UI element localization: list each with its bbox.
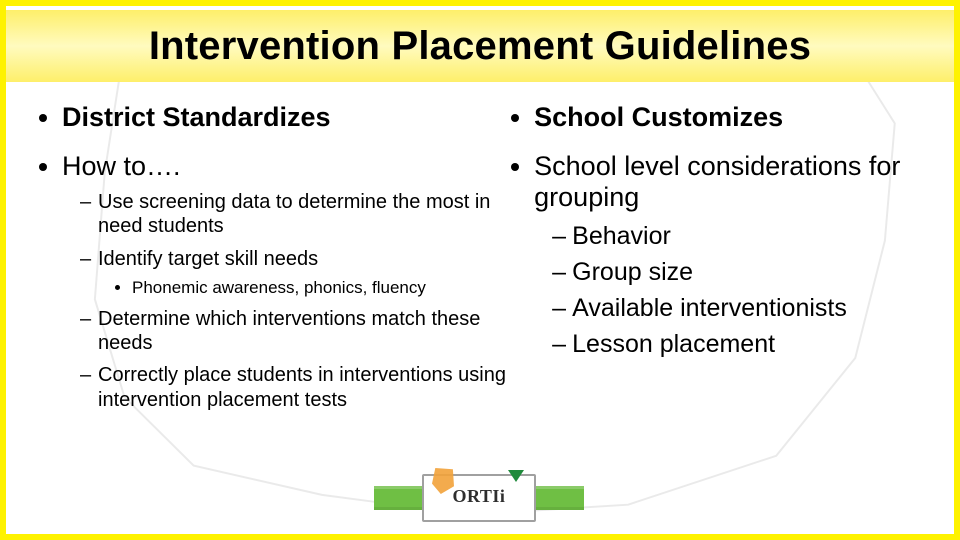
- right-considerations-label: School level considerations for grouping: [534, 151, 900, 212]
- slide-title: Intervention Placement Guidelines: [149, 24, 811, 69]
- left-item-match: Determine which interventions match thes…: [80, 307, 508, 356]
- left-howto: How to…. Use screening data to determine…: [62, 151, 508, 412]
- left-item-place: Correctly place students in intervention…: [80, 363, 508, 412]
- right-item-behavior: Behavior: [552, 221, 944, 251]
- left-item-identify-sub: Phonemic awareness, phonics, fluency: [132, 277, 508, 298]
- left-item-identify: Identify target skill needs Phonemic awa…: [80, 247, 508, 299]
- right-heading: School Customizes: [534, 102, 944, 133]
- left-item-identify-label: Identify target skill needs: [98, 248, 318, 270]
- right-column: School Customizes School level considera…: [508, 102, 944, 534]
- content-area: District Standardizes How to…. Use scree…: [36, 102, 944, 534]
- left-column: District Standardizes How to…. Use scree…: [36, 102, 508, 534]
- right-item-interventionists: Available interventionists: [552, 293, 944, 323]
- right-considerations: School level considerations for grouping…: [534, 151, 944, 359]
- right-item-lesson: Lesson placement: [552, 329, 944, 359]
- left-item-screening: Use screening data to determine the most…: [80, 190, 508, 239]
- right-item-groupsize: Group size: [552, 257, 944, 287]
- left-howto-label: How to….: [62, 151, 181, 181]
- left-heading: District Standardizes: [62, 102, 508, 133]
- slide: Intervention Placement Guidelines Distri…: [0, 0, 960, 540]
- title-band: Intervention Placement Guidelines: [6, 10, 954, 82]
